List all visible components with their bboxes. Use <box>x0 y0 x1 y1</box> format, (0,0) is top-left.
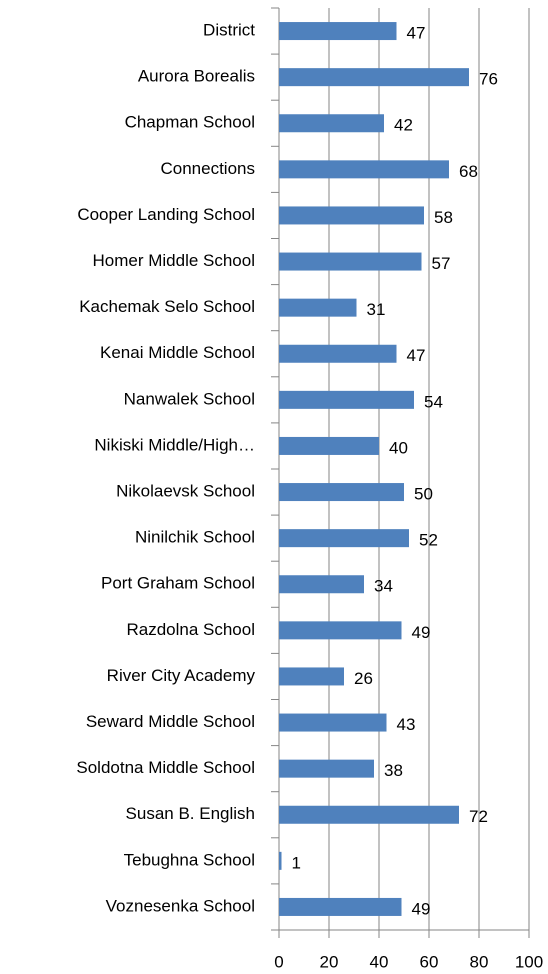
bar <box>279 575 364 594</box>
y-tick-label: Cooper Landing School <box>77 205 255 224</box>
bar <box>279 483 404 502</box>
x-tick-label: 40 <box>370 952 389 971</box>
bar <box>279 529 409 548</box>
bar <box>279 621 402 640</box>
bar <box>279 759 374 778</box>
y-tick-label: Aurora Borealis <box>138 67 255 86</box>
bar <box>279 68 469 87</box>
y-tick-label: Nikolaevsk School <box>116 482 255 501</box>
value-label: 47 <box>407 24 426 43</box>
bar <box>279 436 379 455</box>
value-label: 31 <box>367 300 386 319</box>
bar <box>279 160 449 179</box>
y-tick-label: Tebughna School <box>124 850 255 869</box>
y-tick-label: Kachemak Selo School <box>79 297 255 316</box>
value-label: 50 <box>414 485 433 504</box>
bar <box>279 298 357 317</box>
value-label: 1 <box>292 853 301 872</box>
y-tick-label: Soldotna Middle School <box>76 758 255 777</box>
y-tick-label: Nanwalek School <box>124 389 255 408</box>
y-tick-label: River City Academy <box>107 666 256 685</box>
y-tick-label: District <box>203 21 255 40</box>
bar <box>279 805 459 824</box>
y-tick-label: Razdolna School <box>126 620 255 639</box>
y-tick-label: Nikiski Middle/High… <box>94 435 255 454</box>
value-label: 49 <box>412 899 431 918</box>
value-label: 34 <box>374 577 393 596</box>
bar <box>279 344 397 363</box>
bar <box>279 851 282 870</box>
y-tick-label: Chapman School <box>125 113 255 132</box>
value-label: 26 <box>354 669 373 688</box>
y-tick-label: Connections <box>160 159 255 178</box>
y-tick-label: Homer Middle School <box>92 251 255 270</box>
value-label: 68 <box>459 162 478 181</box>
bar <box>279 897 402 916</box>
value-label: 52 <box>419 531 438 550</box>
y-tick-label: Seward Middle School <box>86 712 255 731</box>
value-label: 58 <box>434 208 453 227</box>
bar <box>279 252 422 271</box>
y-tick-label: Port Graham School <box>101 574 255 593</box>
bar <box>279 206 424 225</box>
value-label: 43 <box>397 715 416 734</box>
value-label: 54 <box>424 392 443 411</box>
value-label: 49 <box>412 623 431 642</box>
value-label: 42 <box>394 116 413 135</box>
value-label: 38 <box>384 761 403 780</box>
x-tick-label: 80 <box>470 952 489 971</box>
value-label: 72 <box>469 807 488 826</box>
x-tick-label: 100 <box>515 952 543 971</box>
x-tick-label: 0 <box>274 952 283 971</box>
bar <box>279 667 344 686</box>
value-label: 47 <box>407 346 426 365</box>
bar <box>279 390 414 409</box>
y-tick-label: Susan B. English <box>126 804 255 823</box>
value-label: 57 <box>432 254 451 273</box>
bar <box>279 22 397 41</box>
bar <box>279 114 384 133</box>
y-tick-label: Voznesenka School <box>106 896 255 915</box>
y-tick-label: Ninilchik School <box>135 528 255 547</box>
y-tick-label: Kenai Middle School <box>100 343 255 362</box>
bar <box>279 713 387 732</box>
x-tick-label: 20 <box>320 952 339 971</box>
value-label: 40 <box>389 438 408 457</box>
value-label: 76 <box>479 70 498 89</box>
x-tick-label: 60 <box>420 952 439 971</box>
